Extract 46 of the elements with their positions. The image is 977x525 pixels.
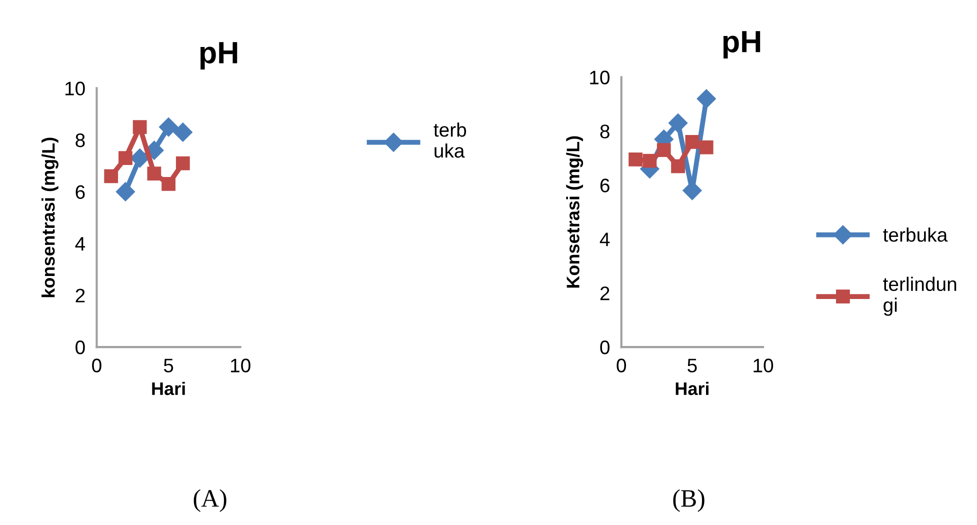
point — [147, 166, 162, 181]
point — [671, 159, 685, 174]
y-tick-label: 6 — [600, 178, 610, 192]
point — [104, 169, 118, 184]
point — [696, 88, 716, 109]
y-tick-label: 10 — [590, 70, 610, 84]
x-tick-label: 10 — [231, 358, 250, 372]
y-tick-label: 2 — [76, 288, 85, 302]
point — [173, 122, 193, 142]
y-tick-label: 8 — [76, 133, 85, 148]
y-tick-label: 8 — [600, 124, 610, 138]
y-tick-label: 4 — [600, 232, 610, 246]
x-tick-label: 10 — [754, 358, 774, 372]
legend-label: terbuka — [883, 228, 948, 242]
x-tick-label: 0 — [616, 358, 626, 372]
point — [685, 134, 700, 149]
legend-label: terlindun gi — [883, 276, 956, 316]
y-tick-label: 2 — [600, 286, 610, 300]
y-axis-title: konsentrasi (mg/L) — [42, 138, 58, 298]
y-tick-label: 4 — [75, 237, 86, 251]
y-tick-label: 0 — [76, 340, 85, 354]
y-tick-label: 10 — [65, 82, 85, 96]
x-axis-title: Hari — [676, 382, 708, 396]
text: (B) — [673, 489, 704, 512]
chart-title: pH — [200, 42, 238, 70]
point — [158, 117, 178, 137]
point — [628, 152, 642, 166]
x-tick-label: 5 — [164, 358, 174, 372]
y-tick-label: 0 — [600, 340, 610, 354]
point — [132, 120, 147, 134]
y-tick-label: 6 — [76, 185, 85, 199]
point — [699, 140, 714, 154]
x-tick-label: 5 — [688, 358, 697, 372]
chart-title: pH — [723, 31, 760, 59]
point — [116, 182, 136, 202]
legend-label: terb uka — [434, 122, 466, 158]
y-axis-title: Konsetrasi (mg/L) — [566, 136, 584, 288]
point — [118, 151, 132, 166]
point — [162, 177, 176, 191]
point — [668, 113, 688, 133]
x-tick-label: 0 — [92, 358, 102, 372]
text: (A) — [194, 489, 226, 512]
point — [176, 156, 190, 170]
x-axis-title: Hari — [152, 382, 185, 396]
point — [642, 154, 657, 168]
point — [656, 143, 671, 157]
